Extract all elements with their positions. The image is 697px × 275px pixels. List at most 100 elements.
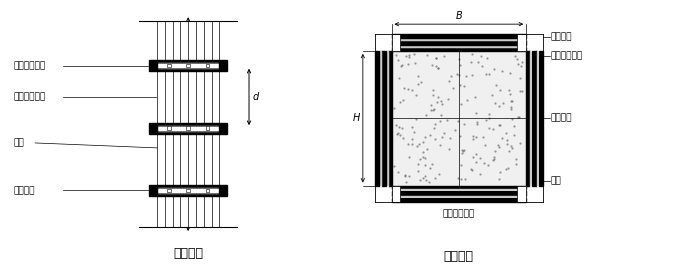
Polygon shape bbox=[378, 51, 381, 186]
Bar bbox=[392, 34, 401, 51]
Point bbox=[510, 54, 521, 58]
Point bbox=[412, 82, 423, 86]
Point bbox=[493, 177, 505, 181]
Point bbox=[399, 173, 411, 177]
Point bbox=[455, 63, 466, 67]
Point bbox=[494, 170, 505, 174]
Point bbox=[409, 61, 420, 65]
Polygon shape bbox=[149, 185, 157, 196]
Point bbox=[402, 87, 413, 92]
Point bbox=[470, 111, 482, 115]
Bar bbox=[206, 189, 209, 192]
Point bbox=[452, 119, 464, 123]
Point bbox=[390, 53, 401, 57]
Point bbox=[414, 178, 425, 182]
Point bbox=[413, 142, 424, 146]
Point bbox=[430, 176, 441, 181]
Point bbox=[394, 125, 405, 130]
Point bbox=[404, 174, 415, 178]
Point bbox=[401, 54, 412, 58]
Polygon shape bbox=[388, 51, 392, 186]
Point bbox=[470, 135, 482, 139]
Point bbox=[408, 130, 420, 134]
Bar bbox=[206, 64, 209, 67]
Point bbox=[435, 142, 446, 147]
Polygon shape bbox=[392, 186, 526, 189]
Point bbox=[512, 115, 523, 119]
Point bbox=[483, 111, 494, 116]
Point bbox=[436, 113, 447, 117]
Point bbox=[403, 155, 414, 159]
Point bbox=[406, 125, 418, 129]
Point bbox=[397, 63, 408, 67]
Point bbox=[436, 99, 447, 103]
Point bbox=[420, 163, 431, 167]
Point bbox=[459, 147, 470, 152]
Point bbox=[468, 134, 479, 138]
Text: 面板: 面板 bbox=[551, 176, 562, 185]
Polygon shape bbox=[530, 51, 532, 186]
Point bbox=[466, 73, 477, 77]
Point bbox=[438, 54, 450, 58]
Point bbox=[420, 134, 431, 139]
Point bbox=[466, 51, 477, 56]
Point bbox=[497, 136, 508, 140]
Text: H: H bbox=[353, 113, 360, 123]
Point bbox=[415, 80, 427, 84]
Point bbox=[412, 162, 423, 167]
Point bbox=[500, 131, 512, 135]
Point bbox=[443, 97, 454, 101]
Point bbox=[398, 136, 409, 140]
Point bbox=[391, 132, 402, 136]
Point bbox=[414, 156, 425, 161]
Point bbox=[459, 83, 470, 88]
Point bbox=[394, 133, 405, 138]
Point bbox=[495, 87, 506, 92]
Point bbox=[504, 149, 515, 153]
Point bbox=[454, 134, 466, 138]
Polygon shape bbox=[539, 51, 543, 186]
Text: 面板: 面板 bbox=[13, 138, 24, 147]
Point bbox=[418, 155, 429, 159]
Bar bbox=[186, 189, 190, 192]
Point bbox=[505, 92, 516, 97]
Point bbox=[457, 148, 468, 153]
Polygon shape bbox=[157, 60, 220, 63]
Point bbox=[413, 169, 424, 173]
Point bbox=[429, 121, 441, 126]
Point bbox=[481, 56, 492, 60]
Point bbox=[493, 122, 505, 127]
Point bbox=[501, 137, 512, 142]
Point bbox=[471, 120, 482, 125]
Point bbox=[480, 143, 491, 147]
Point bbox=[484, 72, 495, 76]
Point bbox=[392, 57, 404, 62]
Point bbox=[424, 133, 436, 137]
Point bbox=[411, 116, 422, 121]
Point bbox=[516, 60, 528, 64]
Text: 对拉螺栓: 对拉螺栓 bbox=[551, 114, 572, 123]
Point bbox=[469, 95, 480, 99]
Point bbox=[515, 64, 526, 68]
Point bbox=[418, 175, 429, 180]
Text: 箌憇（方木）: 箌憇（方木） bbox=[13, 92, 46, 101]
Point bbox=[487, 158, 498, 163]
Point bbox=[418, 140, 429, 144]
Polygon shape bbox=[157, 193, 220, 196]
Point bbox=[477, 135, 489, 139]
Point bbox=[457, 151, 468, 156]
Point bbox=[426, 162, 437, 166]
Point bbox=[429, 137, 441, 141]
Polygon shape bbox=[157, 68, 220, 71]
Text: 柱立面图: 柱立面图 bbox=[173, 247, 203, 260]
Point bbox=[438, 131, 450, 135]
Bar bbox=[517, 34, 526, 51]
Point bbox=[444, 79, 455, 83]
Point bbox=[503, 165, 514, 170]
Polygon shape bbox=[392, 196, 526, 198]
Polygon shape bbox=[157, 126, 220, 131]
Point bbox=[466, 168, 477, 172]
Point bbox=[493, 145, 505, 150]
Point bbox=[504, 88, 515, 92]
Point bbox=[491, 82, 502, 87]
